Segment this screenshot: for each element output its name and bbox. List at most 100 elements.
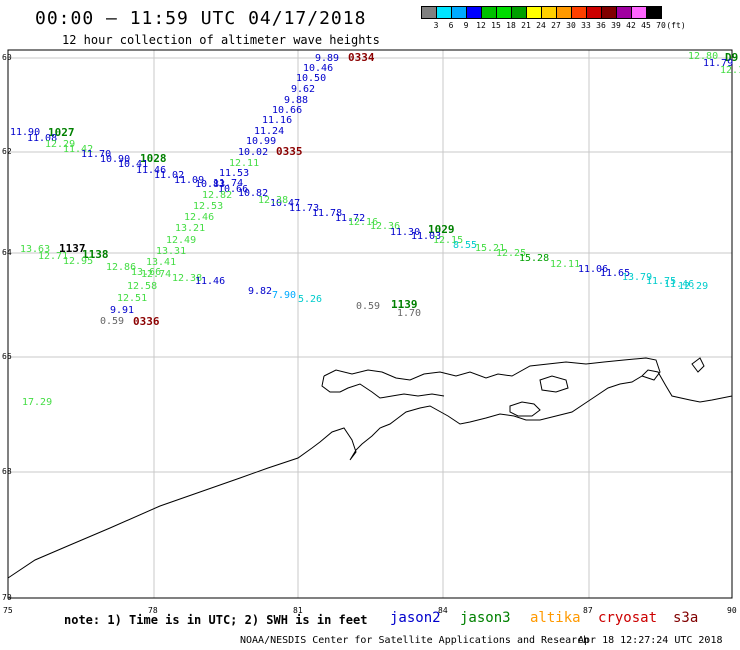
satellite-s3a: s3a xyxy=(673,610,699,626)
swh-value: 12.11 xyxy=(229,158,260,169)
swh-value: 12.74 xyxy=(141,269,172,280)
legend-label: 3 xyxy=(433,21,439,30)
swh-value: 9.82 xyxy=(248,286,273,297)
swh-value: 11.53 xyxy=(219,168,250,179)
swh-value: 11.78 xyxy=(312,208,343,219)
swh-value: 12.82 xyxy=(202,190,233,201)
island-3 xyxy=(691,357,705,373)
swh-value: 13.66 xyxy=(131,267,162,278)
swh-value: 11.73 xyxy=(289,203,320,214)
swh-value: 11.08 xyxy=(27,133,58,144)
map-subtitle: 12 hour collection of altimeter wave hei… xyxy=(62,33,380,47)
island-2 xyxy=(539,375,569,393)
swh-value: 10.66 xyxy=(272,105,303,116)
swh-value: 8.55 xyxy=(453,240,478,251)
lat-label-60: 60 xyxy=(2,53,12,62)
pass-label: 1029 xyxy=(428,223,455,236)
wave-height-color-legend xyxy=(421,6,662,19)
swh-value: 13.79 xyxy=(622,272,653,283)
swh-value: 10.41 xyxy=(118,159,149,170)
swh-value: 12.51 xyxy=(117,293,148,304)
legend-label: 18 xyxy=(506,21,516,30)
credit-text: NOAA/NESDIS Center for Satellite Applica… xyxy=(240,635,590,646)
swh-value: 11.79 xyxy=(703,58,734,69)
satellite-cryosat: cryosat xyxy=(598,610,658,626)
swh-value: 11.16 xyxy=(262,115,293,126)
pass-label: 1139 xyxy=(391,298,418,311)
swh-value: 13.63 xyxy=(20,244,51,255)
swh-value: 11.46 xyxy=(195,276,226,287)
legend-label: 24 xyxy=(536,21,546,30)
swh-value: 10.99 xyxy=(246,136,277,147)
swh-value: 12.1 xyxy=(720,65,740,76)
island-1 xyxy=(509,401,541,417)
peninsula-outline xyxy=(321,357,661,399)
swh-value: 12.16 xyxy=(348,217,379,228)
swh-value: 0.59 xyxy=(356,301,381,312)
swh-value: 12.95 xyxy=(63,256,94,267)
legend-label: 6 xyxy=(448,21,454,30)
legend-label: 9 xyxy=(463,21,469,30)
swh-value: 13.21 xyxy=(175,223,206,234)
swh-value: 12.11 xyxy=(550,259,581,270)
swh-value: 9.88 xyxy=(284,95,309,106)
swh-value: 11.06 xyxy=(578,264,609,275)
swh-value: 9.89 xyxy=(315,53,340,64)
swh-value: 12.86 xyxy=(106,262,137,273)
swh-value: 10.46 xyxy=(303,63,334,74)
legend-label: 36 xyxy=(596,21,606,30)
pass-label: 0334 xyxy=(348,51,375,64)
lon-label-87: 87 xyxy=(583,606,593,615)
satellite-jason2: jason2 xyxy=(390,610,441,626)
lon-label-90: 90 xyxy=(727,606,737,615)
legend-label: 15 xyxy=(491,21,501,30)
swh-value: 11.09 xyxy=(174,175,205,186)
swh-value: 11.70 xyxy=(81,149,112,160)
legend-swatch xyxy=(646,6,662,19)
swh-value: 0.59 xyxy=(100,316,125,327)
swh-value: 15.28 xyxy=(519,253,550,264)
legend-label: 27 xyxy=(551,21,561,30)
swh-value: 12.15 xyxy=(433,235,464,246)
swh-value: 12.53 xyxy=(193,201,224,212)
pass-label: 1028 xyxy=(140,152,167,165)
pass-label: 0336 xyxy=(133,315,160,328)
map-title: 00:00 — 11:59 UTC 04/17/2018 xyxy=(35,8,367,29)
swh-value: 5.26 xyxy=(298,294,323,305)
lat-label-62: 62 xyxy=(2,147,12,156)
swh-value: 10.66 xyxy=(218,184,249,195)
swh-value: 13.41 xyxy=(146,257,177,268)
swh-value: 11.24 xyxy=(254,126,285,137)
swh-value: 12.29 xyxy=(45,139,76,150)
lat-label-64: 64 xyxy=(2,248,12,257)
swh-value: 9.62 xyxy=(291,84,316,95)
lon-label-75: 75 xyxy=(3,606,13,615)
lat-label-66: 66 xyxy=(2,352,12,361)
swh-value: 1.70 xyxy=(397,308,422,319)
swh-value: 10.90 xyxy=(100,154,131,165)
swh-value: 12.25 xyxy=(496,248,527,259)
swh-value: 12.36 xyxy=(370,221,401,232)
swh-value: 7.90 xyxy=(272,290,297,301)
swh-value: 12.58 xyxy=(127,281,158,292)
swh-value: 12.80 xyxy=(688,51,719,62)
lon-label-78: 78 xyxy=(148,606,158,615)
swh-value: 15.21 xyxy=(475,243,506,254)
satellite-jason3: jason3 xyxy=(460,610,511,626)
swh-value: 10.83 xyxy=(195,179,226,190)
swh-value: 11.02 xyxy=(154,170,185,181)
legend-label: 45 xyxy=(641,21,651,30)
generated-timestamp: Apr 18 12:27:24 UTC 2018 xyxy=(578,635,723,646)
swh-value: 11.46 xyxy=(664,279,695,290)
swh-value: 13.31 xyxy=(156,246,187,257)
swh-value: 12.38 xyxy=(258,195,289,206)
swh-value: 11.42 xyxy=(63,144,94,155)
swh-value: 11.65 xyxy=(600,268,631,279)
legend-label: 12 xyxy=(476,21,486,30)
swh-value: 10.50 xyxy=(296,73,327,84)
legend-label: 42 xyxy=(626,21,636,30)
swh-value: 12.38 xyxy=(172,273,203,284)
swh-value: 12.29 xyxy=(678,281,709,292)
